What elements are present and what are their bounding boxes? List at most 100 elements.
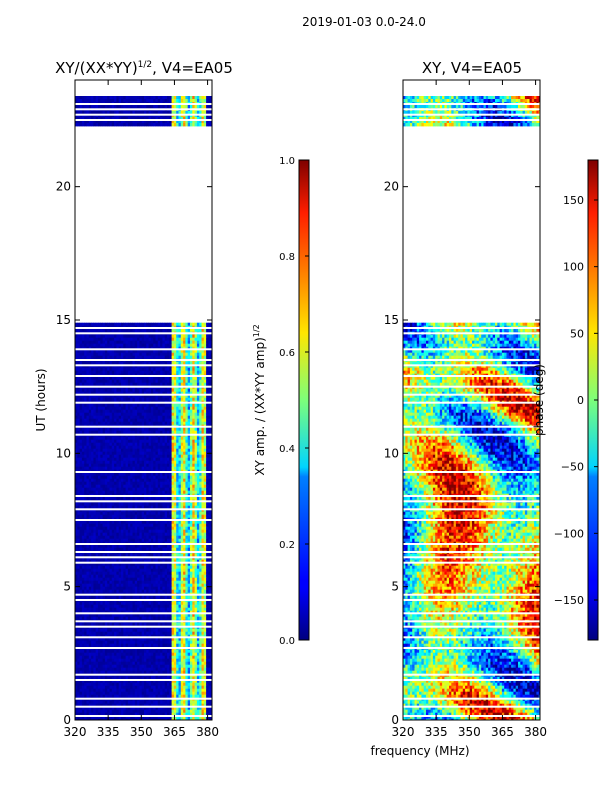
heatmap-cell: [79, 361, 83, 366]
heatmap-cell: [127, 355, 131, 360]
heatmap-cell: [88, 454, 92, 459]
heatmap-cell: [150, 463, 154, 468]
heatmap-cell: [208, 508, 212, 513]
heatmap-cell: [210, 322, 212, 327]
heatmap-cell: [148, 361, 152, 366]
heatmap-cell: [169, 448, 172, 453]
heatmap-cell: [134, 532, 138, 537]
heatmap-cell: [210, 538, 212, 543]
heatmap-cell: [132, 349, 136, 354]
heatmap-cell: [84, 460, 87, 465]
heatmap-cell: [130, 334, 133, 339]
heatmap-cell: [95, 562, 99, 567]
heatmap-cell: [167, 382, 170, 387]
heatmap-cell: [130, 391, 133, 396]
heatmap-cell: [93, 451, 97, 456]
heatmap-cell: [86, 568, 90, 573]
heatmap-cell: [95, 496, 99, 501]
heatmap-cell: [79, 508, 83, 513]
heatmap-cell: [146, 409, 149, 414]
heatmap-cell: [88, 571, 92, 576]
heatmap-cell: [86, 523, 90, 528]
heatmap-cell: [180, 559, 184, 564]
heatmap-cell: [77, 526, 80, 531]
heatmap-cell: [167, 376, 170, 381]
heatmap-cell: [194, 457, 198, 462]
heatmap-cell: [86, 565, 90, 570]
heatmap-cell: [111, 556, 115, 561]
heatmap-cell: [178, 451, 182, 456]
heatmap-cell: [183, 337, 186, 342]
heatmap-cell: [157, 367, 161, 372]
heatmap-cell: [77, 553, 80, 558]
heatmap-cell: [167, 352, 170, 357]
heatmap-cell: [100, 451, 103, 456]
heatmap-cell: [153, 361, 156, 366]
heatmap-cell: [118, 361, 122, 366]
heatmap-cell: [125, 547, 129, 552]
heatmap-cell: [180, 427, 184, 432]
heatmap-cell: [118, 490, 122, 495]
heatmap-cell: [132, 457, 136, 462]
heatmap-cell: [185, 481, 189, 486]
heatmap-cell: [81, 511, 85, 516]
heatmap-cell: [84, 406, 87, 411]
heatmap-cell: [176, 412, 179, 417]
heatmap-cell: [164, 391, 168, 396]
heatmap-cell: [173, 352, 177, 357]
heatmap-cell: [185, 430, 189, 435]
heatmap-cell: [208, 367, 212, 372]
heatmap-cell: [162, 382, 166, 387]
heatmap-cell: [160, 535, 163, 540]
heatmap-cell: [88, 442, 92, 447]
heatmap-cell: [132, 505, 136, 510]
heatmap-cell: [118, 562, 122, 567]
heatmap-cell: [180, 343, 184, 348]
heatmap-cell: [144, 559, 147, 564]
heatmap-cell: [169, 496, 172, 501]
heatmap-cell: [187, 403, 191, 408]
heatmap-cell: [190, 505, 193, 510]
heatmap-cell: [141, 382, 145, 387]
heatmap-cell: [111, 439, 115, 444]
heatmap-cell: [132, 553, 136, 558]
heatmap-cell: [148, 568, 152, 573]
heatmap-cell: [173, 364, 177, 369]
heatmap-cell: [196, 370, 200, 375]
heatmap-cell: [104, 427, 108, 432]
heatmap-cell: [125, 334, 129, 339]
heatmap-cell: [127, 418, 131, 423]
heatmap-cell: [153, 412, 156, 417]
heatmap-cell: [206, 391, 209, 396]
heatmap-cell: [104, 379, 108, 384]
heatmap-cell: [173, 415, 177, 420]
heatmap-cell: [95, 376, 99, 381]
heatmap-cell: [127, 520, 131, 525]
heatmap-cell: [196, 361, 200, 366]
heatmap-cell: [81, 364, 85, 369]
heatmap-cell: [153, 445, 156, 450]
heatmap-cell: [208, 394, 212, 399]
heatmap-cell: [199, 496, 202, 501]
heatmap-cell: [98, 382, 101, 387]
heatmap-cell: [116, 559, 120, 564]
heatmap-cell: [144, 508, 147, 513]
heatmap-cell: [144, 322, 147, 327]
heatmap-cell: [176, 460, 179, 465]
heatmap-cell: [176, 556, 179, 561]
heatmap-cell: [100, 436, 103, 441]
heatmap-cell: [194, 343, 198, 348]
heatmap-cell: [201, 529, 205, 534]
heatmap-cell: [116, 475, 120, 480]
heatmap-cell: [100, 532, 103, 537]
heatmap-cell: [93, 556, 97, 561]
heatmap-cell: [116, 427, 120, 432]
heatmap-cell: [190, 430, 193, 435]
heatmap-cell: [171, 445, 175, 450]
heatmap-cell: [167, 439, 170, 444]
heatmap-cell: [123, 337, 126, 342]
heatmap-cell: [141, 397, 145, 402]
heatmap-cell: [91, 466, 94, 471]
heatmap-cell: [169, 364, 172, 369]
heatmap-cell: [79, 463, 83, 468]
